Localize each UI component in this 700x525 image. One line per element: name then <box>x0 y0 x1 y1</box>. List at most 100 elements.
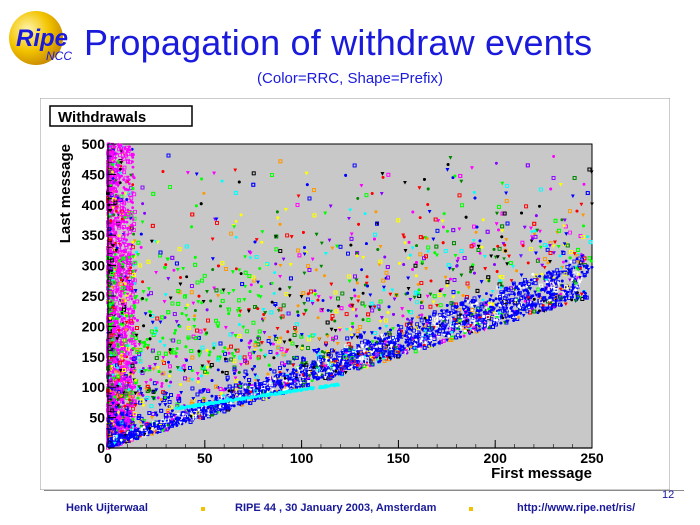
data-point <box>127 243 131 246</box>
data-point <box>456 256 460 260</box>
data-point <box>126 260 130 265</box>
data-point <box>112 360 115 364</box>
data-point <box>110 175 113 179</box>
data-point <box>130 153 134 157</box>
data-point <box>125 263 130 268</box>
data-point <box>120 217 124 221</box>
data-point <box>114 209 118 213</box>
data-point <box>114 260 118 265</box>
data-point <box>119 167 122 171</box>
data-point <box>121 289 126 293</box>
data-point <box>114 380 118 384</box>
data-point <box>116 165 120 169</box>
data-point <box>129 266 133 270</box>
data-point <box>122 165 127 170</box>
data-point <box>127 191 131 196</box>
data-point <box>128 260 133 265</box>
data-point <box>117 300 122 305</box>
data-point <box>125 292 130 297</box>
data-point <box>114 216 117 220</box>
data-point <box>126 152 131 156</box>
data-point <box>118 306 122 310</box>
data-point <box>128 148 131 152</box>
data-point <box>122 239 127 244</box>
data-point <box>132 371 136 374</box>
data-point <box>126 208 130 212</box>
data-point <box>112 228 115 231</box>
data-point <box>121 383 125 388</box>
data-point <box>133 316 137 320</box>
data-point <box>132 239 137 243</box>
data-point <box>125 396 130 400</box>
data-point <box>116 216 120 219</box>
data-point <box>124 294 129 299</box>
data-point <box>118 153 122 158</box>
data-point <box>125 159 130 164</box>
data-point <box>122 225 126 229</box>
data-point <box>112 160 116 163</box>
data-point <box>127 279 132 284</box>
data-point <box>128 145 131 149</box>
data-point <box>111 345 115 348</box>
data-point <box>119 398 123 402</box>
data-point <box>120 209 124 214</box>
data-point <box>125 296 130 301</box>
data-point <box>124 245 129 250</box>
data-point <box>123 146 127 150</box>
data-point <box>125 220 129 224</box>
data-point <box>131 240 135 244</box>
data-point <box>118 181 122 185</box>
data-point <box>130 340 135 345</box>
logo-main-text: Ripe <box>16 25 68 52</box>
data-point <box>124 180 128 185</box>
data-point <box>110 165 114 169</box>
slide-title: Propagation of withdraw events <box>84 22 593 63</box>
data-point <box>126 226 130 230</box>
data-point <box>127 178 131 182</box>
chart-title-box <box>49 105 193 127</box>
withdrawals-scatter-chart: Withdrawals 0 50 100 150 200 2500501001502002… <box>40 98 670 490</box>
data-point <box>113 195 118 199</box>
data-point <box>112 367 116 371</box>
data-point <box>131 218 135 222</box>
data-point <box>129 348 133 352</box>
data-point <box>129 226 134 231</box>
data-point <box>113 310 117 314</box>
data-point <box>118 309 123 313</box>
data-point <box>131 165 135 169</box>
data-point <box>116 237 120 240</box>
data-point <box>123 187 127 191</box>
data-point <box>112 272 117 276</box>
data-point <box>123 192 128 196</box>
data-point <box>120 318 124 321</box>
data-point <box>125 281 130 285</box>
data-point <box>130 223 134 227</box>
data-point <box>131 183 135 187</box>
data-point <box>131 310 136 314</box>
data-point <box>119 340 123 344</box>
data-point <box>130 147 134 151</box>
data-point <box>124 321 129 325</box>
data-point <box>129 200 133 203</box>
data-point <box>116 160 120 163</box>
data-point <box>114 314 118 319</box>
data-point <box>128 270 133 275</box>
data-point <box>131 406 135 411</box>
data-point <box>131 155 135 159</box>
data-point <box>116 184 120 188</box>
data-point <box>114 360 118 364</box>
data-point <box>131 160 134 164</box>
data-point <box>114 241 117 245</box>
data-point <box>129 196 134 201</box>
logo-sub-text: NCC <box>46 49 72 63</box>
data-point <box>130 297 134 301</box>
data-point <box>124 379 128 383</box>
data-point <box>337 304 340 308</box>
data-point <box>125 325 130 329</box>
data-point <box>121 191 125 195</box>
data-point <box>113 297 118 302</box>
data-point <box>126 381 131 386</box>
data-point <box>113 256 117 260</box>
data-point <box>131 206 135 210</box>
data-point <box>112 393 116 396</box>
